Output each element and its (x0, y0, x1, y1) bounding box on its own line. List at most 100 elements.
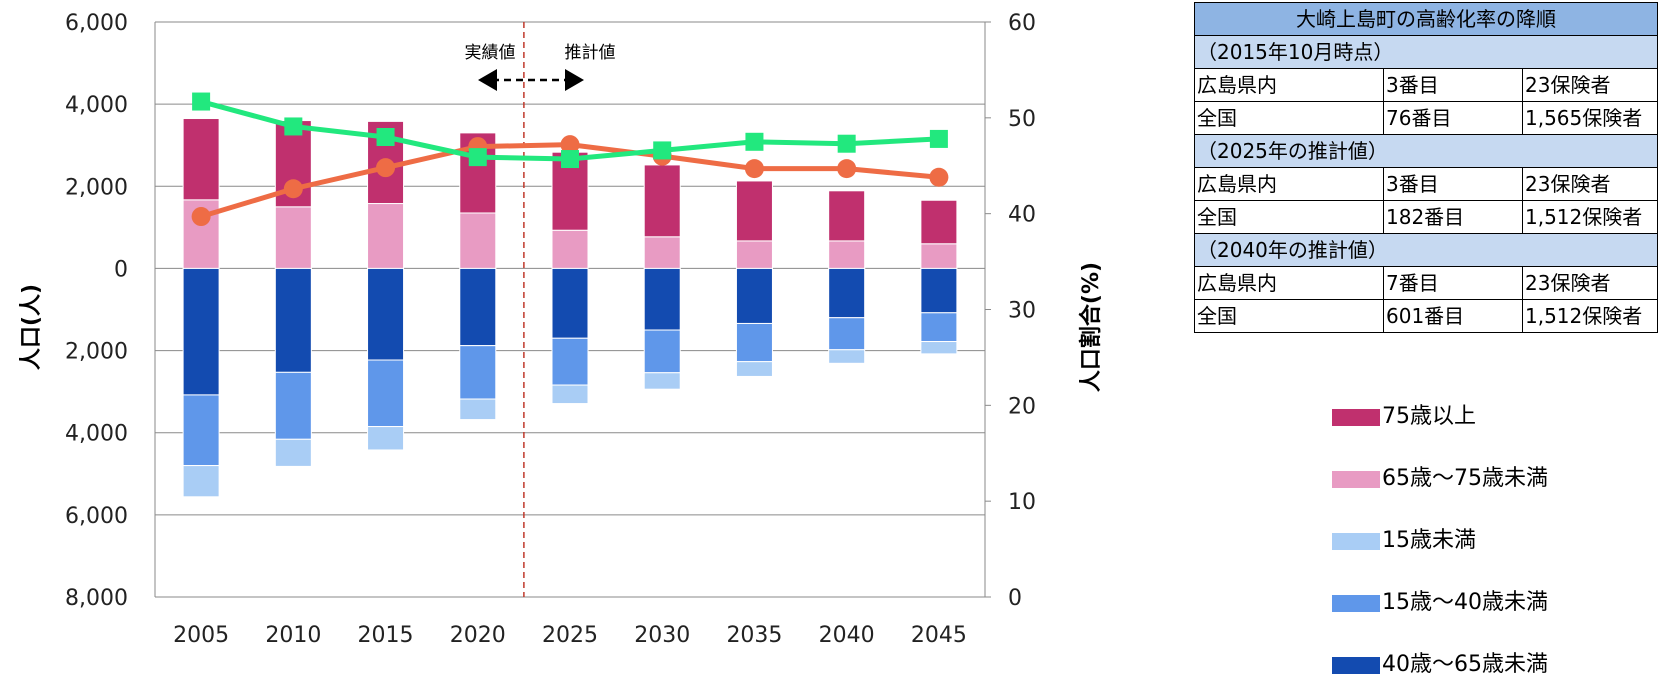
legend-label: 40歳～65歳未満 (1382, 652, 1548, 677)
ratio-point (929, 167, 949, 187)
bar-segment (459, 212, 497, 269)
ratio-point (560, 135, 580, 155)
bar-segment (920, 267, 958, 314)
bar-segment (735, 180, 773, 242)
ratio-point (837, 134, 856, 153)
stacked-bars (182, 118, 958, 498)
legend-label: 65歳～75歳未満 (1382, 466, 1548, 491)
y2-tick-label: 30 (1008, 299, 1036, 324)
bar-segment (274, 206, 312, 269)
table-cell: 76番目 (1383, 101, 1523, 135)
ratio-lines (191, 92, 949, 227)
bar-segment (643, 164, 681, 238)
x-tick-label: 2035 (726, 623, 782, 648)
arrow-right-icon (565, 69, 584, 91)
x-tick-label: 2045 (911, 623, 967, 648)
table-cell: 1,565保険者 (1522, 101, 1658, 135)
projection-label: 推計値 (565, 43, 616, 63)
y-axis-title: 人口(人) (19, 284, 44, 370)
bar-segment (182, 267, 220, 396)
legend-item: 15歳未満 (1332, 522, 1476, 554)
bar-segment (367, 203, 405, 269)
bar-segment (735, 322, 773, 363)
table-cell: 601番目 (1383, 299, 1523, 333)
ratio-point (284, 117, 303, 136)
ratio-point (837, 159, 857, 179)
y2-axis-title: 人口割合(%) (1078, 262, 1104, 392)
ratio-point (468, 148, 487, 167)
table-cell: 広島県内 (1194, 266, 1384, 300)
table-cell: 1,512保険者 (1522, 200, 1658, 234)
table-title: 大崎上島町の高齢化率の降順 (1194, 2, 1658, 36)
bar-segment (459, 267, 497, 347)
ratio-point (376, 128, 395, 146)
y2-tick-label: 60 (1008, 11, 1036, 36)
legend-swatch (1332, 470, 1380, 488)
table-section-heading: （2015年10月時点） (1194, 35, 1658, 69)
legend-item: 65歳～75歳未満 (1332, 460, 1548, 492)
legend-swatch (1332, 594, 1380, 612)
y2-tick-label: 20 (1008, 394, 1036, 419)
bar-segment (551, 384, 589, 405)
legend-swatch (1332, 532, 1380, 550)
bar-segment (643, 236, 681, 269)
table-cell: 全国 (1194, 299, 1384, 333)
bar-segment (735, 267, 773, 324)
bar-segment (828, 267, 866, 319)
table-section-heading: （2040年の推計値） (1194, 233, 1658, 267)
table-section-row: （2040年の推計値） (1194, 233, 1658, 267)
actual-label: 実績値 (465, 43, 516, 63)
table-section-row: （2025年の推計値） (1194, 134, 1658, 168)
table-cell: 全国 (1194, 101, 1384, 135)
bar-segment (459, 345, 497, 400)
bar-segment (367, 267, 405, 361)
ratio-point (191, 207, 211, 227)
ratio-point (929, 129, 948, 148)
bar-segment (459, 398, 497, 421)
bar-segment (920, 243, 958, 269)
bar-segment (182, 465, 220, 498)
table-title-row: 大崎上島町の高齢化率の降順 (1194, 2, 1658, 36)
legend-item: 75歳以上 (1332, 398, 1476, 430)
bar-segment (828, 190, 866, 242)
legend-label: 15歳～40歳未満 (1382, 590, 1548, 615)
table-row: 全国 76番目 1,565保険者 (1194, 101, 1658, 135)
bar-segment (182, 394, 220, 467)
table-cell: 182番目 (1383, 200, 1523, 234)
bar-segment (274, 267, 312, 373)
table-cell: 広島県内 (1194, 167, 1384, 201)
bar-segment (643, 329, 681, 374)
x-tick-label: 2040 (819, 623, 875, 648)
table-cell: 全国 (1194, 200, 1384, 234)
y-tick-label: 4,000 (65, 93, 128, 118)
ratio-point (192, 92, 211, 111)
bar-segment (367, 426, 405, 451)
legend-item: 40歳～65歳未満 (1332, 646, 1548, 678)
population-chart: 6,000 4,000 2,000 0 2,000 4,000 6,000 8,000 60 5… (19, 11, 1104, 648)
table-row: 全国 601番目 1,512保険者 (1194, 299, 1658, 333)
table-cell: 1,512保険者 (1522, 299, 1658, 333)
right-axis-ticks: 60 50 40 30 20 10 0 (985, 11, 1036, 611)
y2-tick-label: 0 (1008, 586, 1022, 611)
x-tick-label: 2005 (173, 623, 229, 648)
x-tick-label: 2015 (358, 623, 414, 648)
bar-segment (182, 118, 220, 201)
table-row: 広島県内 3番目 23保険者 (1194, 68, 1658, 102)
y-tick-label: 6,000 (65, 11, 128, 36)
bar-segment (828, 349, 866, 364)
y2-tick-label: 50 (1008, 107, 1036, 132)
legend-swatch (1332, 656, 1380, 674)
table-cell: 23保険者 (1522, 266, 1658, 300)
x-tick-label: 2020 (450, 623, 506, 648)
legend-swatch (1332, 408, 1380, 426)
table-cell: 広島県内 (1194, 68, 1384, 102)
y2-tick-label: 40 (1008, 203, 1036, 228)
y-tick-label: 2,000 (65, 175, 128, 200)
ratio-point (745, 132, 764, 151)
legend-label: 75歳以上 (1382, 404, 1476, 429)
bar-segment (274, 371, 312, 440)
bar-segment (920, 341, 958, 355)
ranking-table: 大崎上島町の高齢化率の降順 （2015年10月時点） 広島県内 3番目 23保険者 全国… (1194, 2, 1658, 333)
table-cell: 23保険者 (1522, 167, 1658, 201)
bar-segment (551, 267, 589, 339)
